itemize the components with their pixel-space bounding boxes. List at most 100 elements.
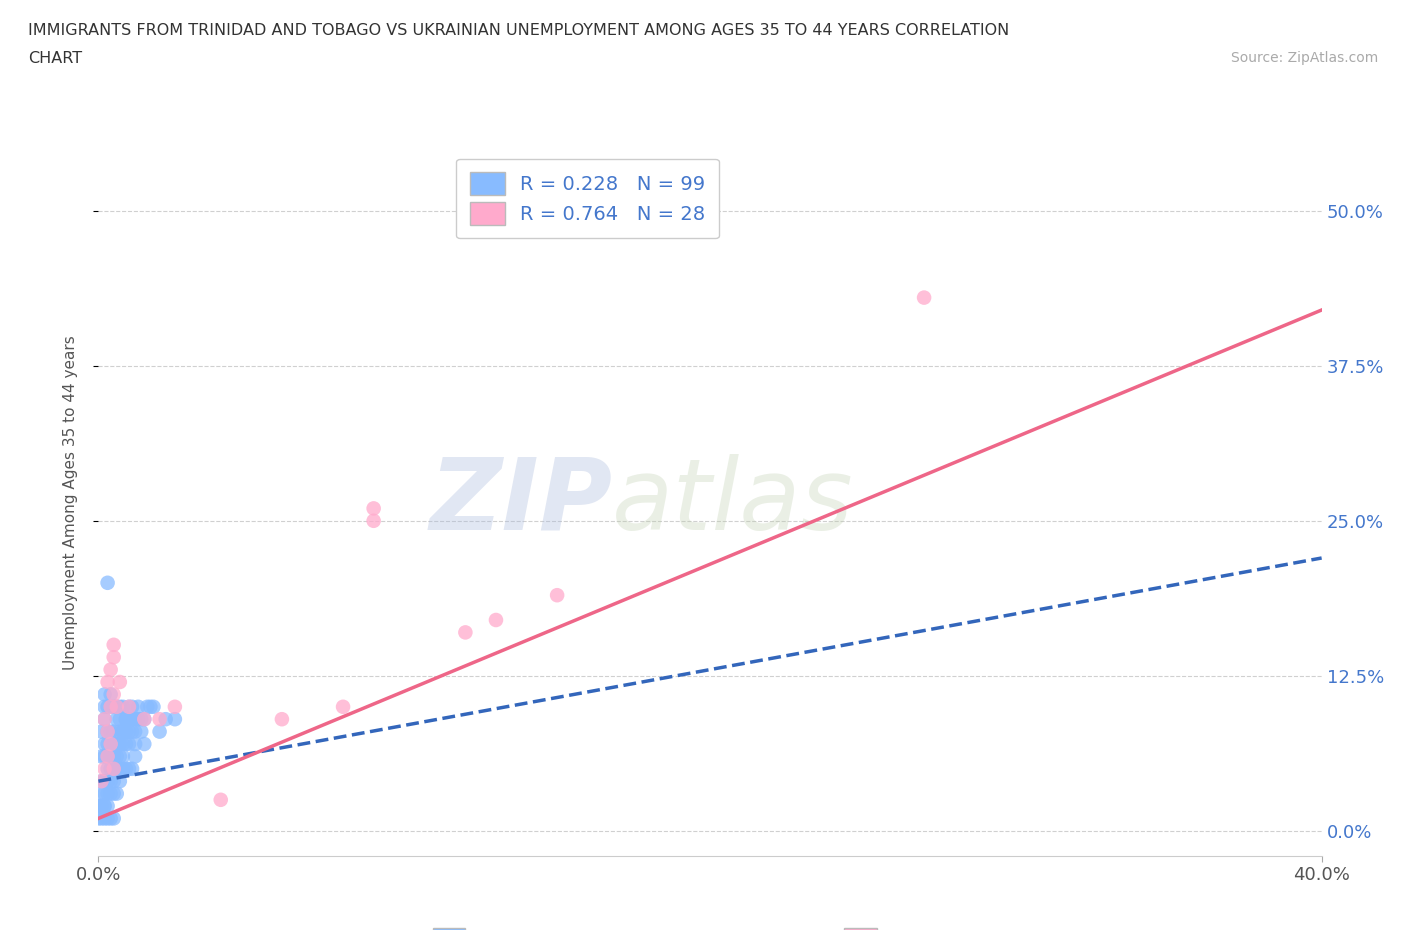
Point [124, 737, 146, 751]
Point [118, 699, 141, 714]
Point [332, 699, 354, 714]
Point [124, 724, 146, 739]
Point [127, 699, 149, 714]
Point [97, 576, 120, 591]
Point [134, 711, 156, 726]
Point [97, 749, 120, 764]
Point [121, 762, 143, 777]
Text: IMMIGRANTS FROM TRINIDAD AND TOBAGO VS UKRAINIAN UNEMPLOYMENT AMONG AGES 35 TO 4: IMMIGRANTS FROM TRINIDAD AND TOBAGO VS U… [28, 23, 1010, 38]
Point [93, 749, 115, 764]
Point [100, 662, 122, 677]
Point [93, 811, 115, 826]
Point [108, 724, 131, 739]
Point [97, 699, 120, 714]
Point [100, 699, 122, 714]
Point [142, 699, 165, 714]
Legend: Immigrants from Trinidad and Tobago, Ukrainians: Immigrants from Trinidad and Tobago, Ukr… [426, 922, 994, 930]
Point [103, 637, 125, 652]
Point [93, 799, 115, 814]
Point [108, 674, 131, 689]
Point [100, 737, 122, 751]
Point [103, 762, 125, 777]
Point [111, 699, 134, 714]
Point [155, 711, 177, 726]
Point [108, 737, 131, 751]
Point [100, 811, 122, 826]
Point [93, 774, 115, 789]
Point [105, 749, 128, 764]
Point [363, 513, 385, 528]
Point [97, 737, 120, 751]
Point [129, 724, 152, 739]
Point [90, 811, 112, 826]
Point [93, 786, 115, 801]
Point [90, 774, 112, 789]
Point [136, 699, 159, 714]
Point [115, 737, 138, 751]
Point [124, 749, 146, 764]
Point [90, 774, 112, 789]
Point [103, 786, 125, 801]
Point [485, 613, 508, 628]
Text: ZIP: ZIP [429, 454, 612, 551]
Point [115, 711, 138, 726]
Text: CHART: CHART [28, 51, 82, 66]
Point [124, 711, 146, 726]
Point [103, 774, 125, 789]
Point [270, 711, 292, 726]
Point [97, 811, 120, 826]
Point [105, 762, 128, 777]
Point [93, 711, 115, 726]
Point [118, 711, 141, 726]
Point [100, 737, 122, 751]
Point [118, 762, 141, 777]
Point [105, 737, 128, 751]
Point [115, 724, 138, 739]
Point [108, 749, 131, 764]
Point [118, 737, 141, 751]
Point [100, 762, 122, 777]
Point [121, 699, 143, 714]
Point [100, 774, 122, 789]
Point [97, 724, 120, 739]
Point [546, 588, 568, 603]
Point [97, 762, 120, 777]
Point [139, 699, 162, 714]
Point [111, 762, 134, 777]
Point [111, 724, 134, 739]
Point [93, 687, 115, 702]
Point [115, 762, 138, 777]
Point [134, 711, 156, 726]
Point [103, 737, 125, 751]
Point [93, 699, 115, 714]
Point [108, 762, 131, 777]
Point [103, 811, 125, 826]
Text: Source: ZipAtlas.com: Source: ZipAtlas.com [1230, 51, 1378, 65]
Point [100, 687, 122, 702]
Point [129, 711, 152, 726]
Point [108, 699, 131, 714]
Point [97, 724, 120, 739]
Point [912, 290, 935, 305]
Point [105, 737, 128, 751]
Point [97, 774, 120, 789]
Point [93, 799, 115, 814]
Point [127, 711, 149, 726]
Point [209, 792, 232, 807]
Point [100, 724, 122, 739]
Point [363, 501, 385, 516]
Point [163, 711, 186, 726]
Point [103, 762, 125, 777]
Point [134, 737, 156, 751]
Point [105, 786, 128, 801]
Point [118, 724, 141, 739]
Point [105, 711, 128, 726]
Point [105, 699, 128, 714]
Point [121, 711, 143, 726]
Point [90, 799, 112, 814]
Point [103, 749, 125, 764]
Y-axis label: Unemployment Among Ages 35 to 44 years: Unemployment Among Ages 35 to 44 years [63, 335, 77, 670]
Point [103, 749, 125, 764]
Point [163, 699, 186, 714]
Point [100, 699, 122, 714]
